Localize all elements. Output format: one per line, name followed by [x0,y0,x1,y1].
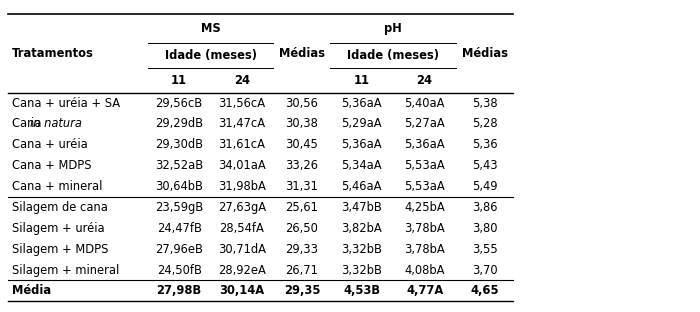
Text: 3,32bB: 3,32bB [342,243,382,256]
Text: 30,56: 30,56 [286,96,318,110]
Text: Médias: Médias [279,47,325,60]
Text: 5,36aA: 5,36aA [342,138,382,151]
Text: 5,40aA: 5,40aA [405,96,445,110]
Text: 28,92eA: 28,92eA [218,264,266,276]
Text: 28,54fA: 28,54fA [220,222,265,235]
Text: 30,14A: 30,14A [219,285,265,297]
Text: 5,29aA: 5,29aA [342,117,382,130]
Text: 4,77A: 4,77A [406,285,443,297]
Text: 3,78bA: 3,78bA [404,243,445,256]
Text: pH: pH [384,22,402,35]
Text: 5,36aA: 5,36aA [342,96,382,110]
Text: 4,25bA: 4,25bA [404,201,445,214]
Text: 34,01aA: 34,01aA [218,159,266,172]
Text: 24: 24 [234,74,250,87]
Text: Tratamentos: Tratamentos [12,47,94,60]
Text: Idade (meses): Idade (meses) [347,49,439,62]
Text: 31,31: 31,31 [286,180,318,193]
Text: 29,30dB: 29,30dB [155,138,203,151]
Text: Cana + MDPS: Cana + MDPS [12,159,91,172]
Text: 31,98bA: 31,98bA [218,180,266,193]
Text: 5,53aA: 5,53aA [404,159,445,172]
Text: 3,86: 3,86 [472,201,497,214]
Text: 25,61: 25,61 [286,201,318,214]
Text: 5,34aA: 5,34aA [342,159,382,172]
Text: Cana: Cana [12,117,45,130]
Text: 3,32bB: 3,32bB [342,264,382,276]
Text: 30,45: 30,45 [286,138,318,151]
Text: 3,47bB: 3,47bB [342,201,382,214]
Text: 5,27aA: 5,27aA [404,117,445,130]
Text: 27,63gA: 27,63gA [218,201,266,214]
Text: 3,55: 3,55 [472,243,498,256]
Text: 30,38: 30,38 [286,117,318,130]
Text: 5,36: 5,36 [472,138,498,151]
Text: 11: 11 [354,74,370,87]
Text: 5,43: 5,43 [472,159,498,172]
Text: Cana + uréia: Cana + uréia [12,138,88,151]
Text: 3,70: 3,70 [472,264,498,276]
Text: 32,52aB: 32,52aB [155,159,203,172]
Text: Média: Média [12,285,51,297]
Text: 27,96eB: 27,96eB [155,243,203,256]
Text: Cana + mineral: Cana + mineral [12,180,102,193]
Text: 11: 11 [172,74,187,87]
Text: 29,35: 29,35 [284,285,320,297]
Text: 24,47fB: 24,47fB [157,222,202,235]
Text: 5,28: 5,28 [472,117,498,130]
Text: 3,80: 3,80 [472,222,497,235]
Text: Cana + uréia + SA: Cana + uréia + SA [12,96,120,110]
Text: 5,49: 5,49 [472,180,497,193]
Text: Silagem + MDPS: Silagem + MDPS [12,243,109,256]
Text: 26,71: 26,71 [286,264,318,276]
Text: 23,59gB: 23,59gB [155,201,203,214]
Text: 5,38: 5,38 [472,96,498,110]
Text: 4,53B: 4,53B [344,285,380,297]
Text: 4,65: 4,65 [470,285,499,297]
Text: Silagem + uréia: Silagem + uréia [12,222,104,235]
Text: 31,61cA: 31,61cA [218,138,265,151]
Text: Silagem + mineral: Silagem + mineral [12,264,119,276]
Text: 26,50: 26,50 [286,222,318,235]
Text: 29,56cB: 29,56cB [155,96,203,110]
Text: 3,78bA: 3,78bA [404,222,445,235]
Text: in natura: in natura [30,117,82,130]
Text: 29,33: 29,33 [286,243,318,256]
Text: 33,26: 33,26 [286,159,318,172]
Text: Silagem de cana: Silagem de cana [12,201,108,214]
Text: 30,71dA: 30,71dA [218,243,266,256]
Text: 24: 24 [416,74,433,87]
Text: Médias: Médias [461,47,508,60]
Text: Idade (meses): Idade (meses) [164,49,257,62]
Text: 4,08bA: 4,08bA [405,264,445,276]
Text: 29,29dB: 29,29dB [155,117,203,130]
Text: 27,98B: 27,98B [157,285,202,297]
Text: 5,46aA: 5,46aA [342,180,382,193]
Text: MS: MS [201,22,220,35]
Text: 24,50fB: 24,50fB [157,264,202,276]
Text: 30,64bB: 30,64bB [155,180,203,193]
Text: 3,82bA: 3,82bA [342,222,382,235]
Text: 31,47cA: 31,47cA [218,117,265,130]
Text: 31,56cA: 31,56cA [218,96,265,110]
Text: 5,53aA: 5,53aA [404,180,445,193]
Text: 5,36aA: 5,36aA [405,138,445,151]
